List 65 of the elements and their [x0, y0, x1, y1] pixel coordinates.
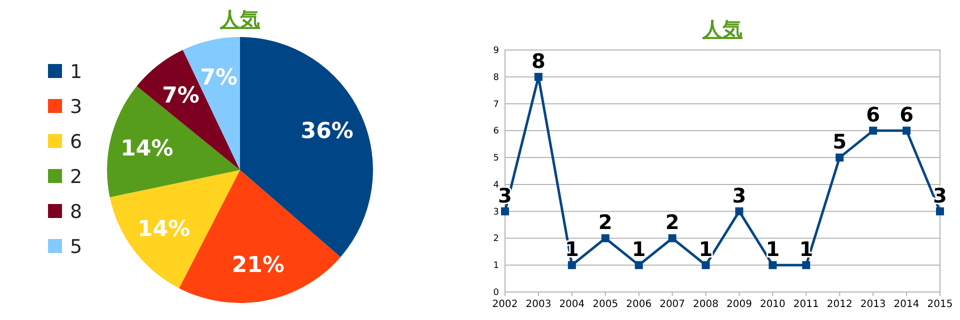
x-tick-label: 2012: [826, 299, 852, 310]
x-tick-label: 2010: [760, 299, 786, 310]
data-label: 1: [698, 237, 713, 262]
x-tick-label: 2006: [626, 299, 652, 310]
data-label: 1: [766, 237, 780, 262]
y-tick-label: 3: [493, 207, 499, 218]
data-label: 8: [532, 48, 546, 73]
y-tick-label: 6: [493, 126, 500, 137]
legend-label: 1: [70, 61, 82, 83]
y-tick-label: 4: [493, 180, 500, 190]
x-tick-label: 2015: [927, 299, 953, 310]
point: [702, 261, 710, 270]
x-tick-label: 2014: [894, 299, 920, 310]
x-tick-label: 2007: [660, 299, 686, 310]
legend-label: 8: [70, 201, 82, 223]
data-label: 6: [866, 102, 880, 127]
point: [501, 207, 509, 216]
legend-label: 6: [70, 131, 82, 153]
data-label: 2: [598, 210, 612, 234]
y-tick-label: 5: [493, 154, 499, 164]
point: [601, 234, 610, 242]
pie-slice: [107, 86, 240, 198]
legend-label: 2: [70, 166, 82, 188]
point: [735, 207, 744, 216]
y-tick-label: 2: [493, 234, 499, 244]
data-label: 5: [832, 130, 847, 154]
point: [534, 72, 542, 81]
data-label: 3: [933, 183, 947, 208]
data-label: 7%: [200, 66, 238, 91]
x-tick-label: 2004: [559, 299, 585, 310]
y-tick-label: 1: [493, 261, 499, 272]
legend-label: 5: [70, 236, 82, 258]
x-tick-label: 2003: [526, 299, 552, 310]
point: [768, 261, 777, 270]
data-label: 3: [732, 183, 746, 208]
chart-title: 人気: [702, 17, 742, 41]
chart-title: 人気: [219, 7, 260, 31]
point: [802, 261, 810, 270]
data-label: 7%: [162, 84, 200, 109]
point: [668, 234, 676, 242]
point: [568, 261, 576, 270]
data-label: 36%: [300, 119, 354, 144]
data-label: 6: [900, 102, 914, 127]
x-tick-label: 2011: [793, 299, 819, 310]
y-tick-label: 8: [493, 72, 500, 83]
point: [634, 261, 643, 270]
data-label: 14%: [137, 216, 190, 242]
pie-slice: [240, 37, 373, 258]
x-tick-label: 2005: [592, 299, 618, 310]
y-tick-label: 7: [493, 100, 499, 110]
y-tick-label: 0: [493, 288, 500, 298]
x-tick-label: 2002: [492, 299, 518, 310]
point: [902, 126, 911, 135]
data-label: 2: [665, 210, 680, 234]
data-label: 21%: [232, 253, 284, 278]
point: [836, 154, 844, 162]
x-tick-label: 2008: [693, 299, 718, 310]
point: [869, 126, 878, 135]
legend-label: 3: [70, 96, 82, 118]
data-label: 14%: [120, 136, 174, 162]
data-label: 1: [632, 237, 646, 262]
y-tick-label: 9: [493, 46, 500, 56]
x-tick-label: 2013: [860, 299, 886, 310]
point: [936, 207, 944, 216]
x-tick-label: 2009: [726, 299, 752, 310]
